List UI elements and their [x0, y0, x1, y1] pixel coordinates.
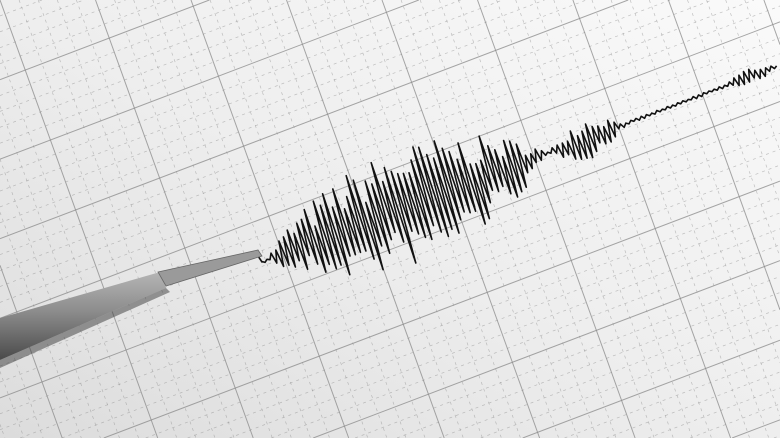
- grid-line-minor: [0, 0, 503, 192]
- grid-line-minor: [438, 0, 598, 438]
- grid-line-minor: [496, 0, 655, 438]
- grid-line-minor: [0, 37, 780, 335]
- grid-line-minor: [725, 0, 780, 151]
- grid-line-minor: [0, 0, 168, 65]
- grid-line-minor: [0, 0, 43, 17]
- grid-line-minor: [354, 276, 780, 438]
- grid-line-major: [667, 0, 780, 311]
- grid-line-minor: [114, 0, 273, 438]
- grid-line-minor: [187, 212, 780, 438]
- grid-line-minor: [209, 0, 369, 438]
- grid-line-minor: [0, 0, 252, 96]
- grid-line-minor: [690, 403, 780, 438]
- grid-line-minor: [0, 69, 780, 367]
- grid-line-minor: [362, 0, 521, 438]
- grid-line-minor: [648, 0, 780, 364]
- grid-line-major: [0, 101, 780, 399]
- grid-line-minor: [606, 371, 780, 438]
- grid-line-minor: [0, 0, 713, 271]
- grid-line-major: [313, 260, 780, 438]
- stylus-shadow: [0, 288, 170, 368]
- grid-line-minor: [553, 0, 712, 438]
- grid-line-minor: [0, 117, 780, 415]
- grid-line-major: [522, 339, 780, 438]
- grid-line-minor: [438, 308, 780, 438]
- grid-line-minor: [171, 0, 330, 438]
- grid-line-minor: [396, 292, 780, 438]
- grid-line-major: [286, 0, 445, 438]
- stylus-needle: [157, 249, 263, 287]
- grid-line-minor: [0, 0, 126, 49]
- grid-line-major: [763, 0, 780, 45]
- grid-line-minor: [0, 132, 780, 431]
- grid-line-minor: [591, 0, 751, 438]
- grid-line-minor: [0, 52, 139, 438]
- grid-line-major: [0, 21, 780, 319]
- grid-line-minor: [0, 0, 84, 33]
- grid-line-minor: [400, 0, 560, 438]
- grid-line-minor: [0, 0, 294, 112]
- grid-line-minor: [534, 0, 693, 438]
- grid-line-major: [0, 0, 210, 81]
- grid-line-minor: [18, 0, 178, 438]
- grid-line-minor: [152, 0, 311, 438]
- grid-line-minor: [0, 0, 671, 255]
- grid-line-minor: [0, 85, 780, 383]
- grid-line-minor: [0, 371, 25, 438]
- grid-line-minor: [76, 0, 235, 438]
- grid-line-minor: [0, 105, 120, 438]
- grid-line-minor: [744, 0, 780, 98]
- grid-line-minor: [419, 0, 579, 438]
- grid-line-major: [190, 0, 350, 438]
- grid-line-major: [731, 419, 780, 438]
- stylus-arm: [0, 272, 166, 360]
- grid-line-minor: [56, 0, 216, 438]
- grid-line-minor: [0, 0, 545, 208]
- grid-line-minor: [37, 0, 197, 438]
- grid-line-minor: [515, 0, 674, 438]
- grid-line-minor: [610, 0, 770, 438]
- grid-line-major: [477, 0, 636, 438]
- grid-line-minor: [0, 159, 101, 438]
- grid-line-minor: [480, 323, 780, 438]
- stylus: [0, 249, 263, 368]
- grid-line-major: [572, 0, 732, 438]
- grid-line-major: [0, 0, 159, 438]
- grid-line-minor: [648, 387, 780, 438]
- grid-line-major: [0, 0, 629, 240]
- grid-line-minor: [61, 164, 780, 438]
- grid-line-minor: [229, 228, 780, 438]
- grid-line-minor: [343, 0, 502, 438]
- grid-line-major: [103, 180, 780, 438]
- grid-line-major: [0, 0, 419, 160]
- grid-line-minor: [706, 0, 780, 204]
- grid-line-minor: [458, 0, 617, 438]
- grid-line-major: [95, 0, 254, 438]
- seismic-trace: [257, 65, 778, 276]
- grid-line-minor: [19, 148, 780, 438]
- grid-line-minor: [0, 53, 780, 351]
- grid-line-minor: [0, 0, 461, 176]
- grid-line-minor: [0, 424, 6, 438]
- grid-line-minor: [145, 196, 780, 438]
- grid-line-minor: [133, 0, 292, 438]
